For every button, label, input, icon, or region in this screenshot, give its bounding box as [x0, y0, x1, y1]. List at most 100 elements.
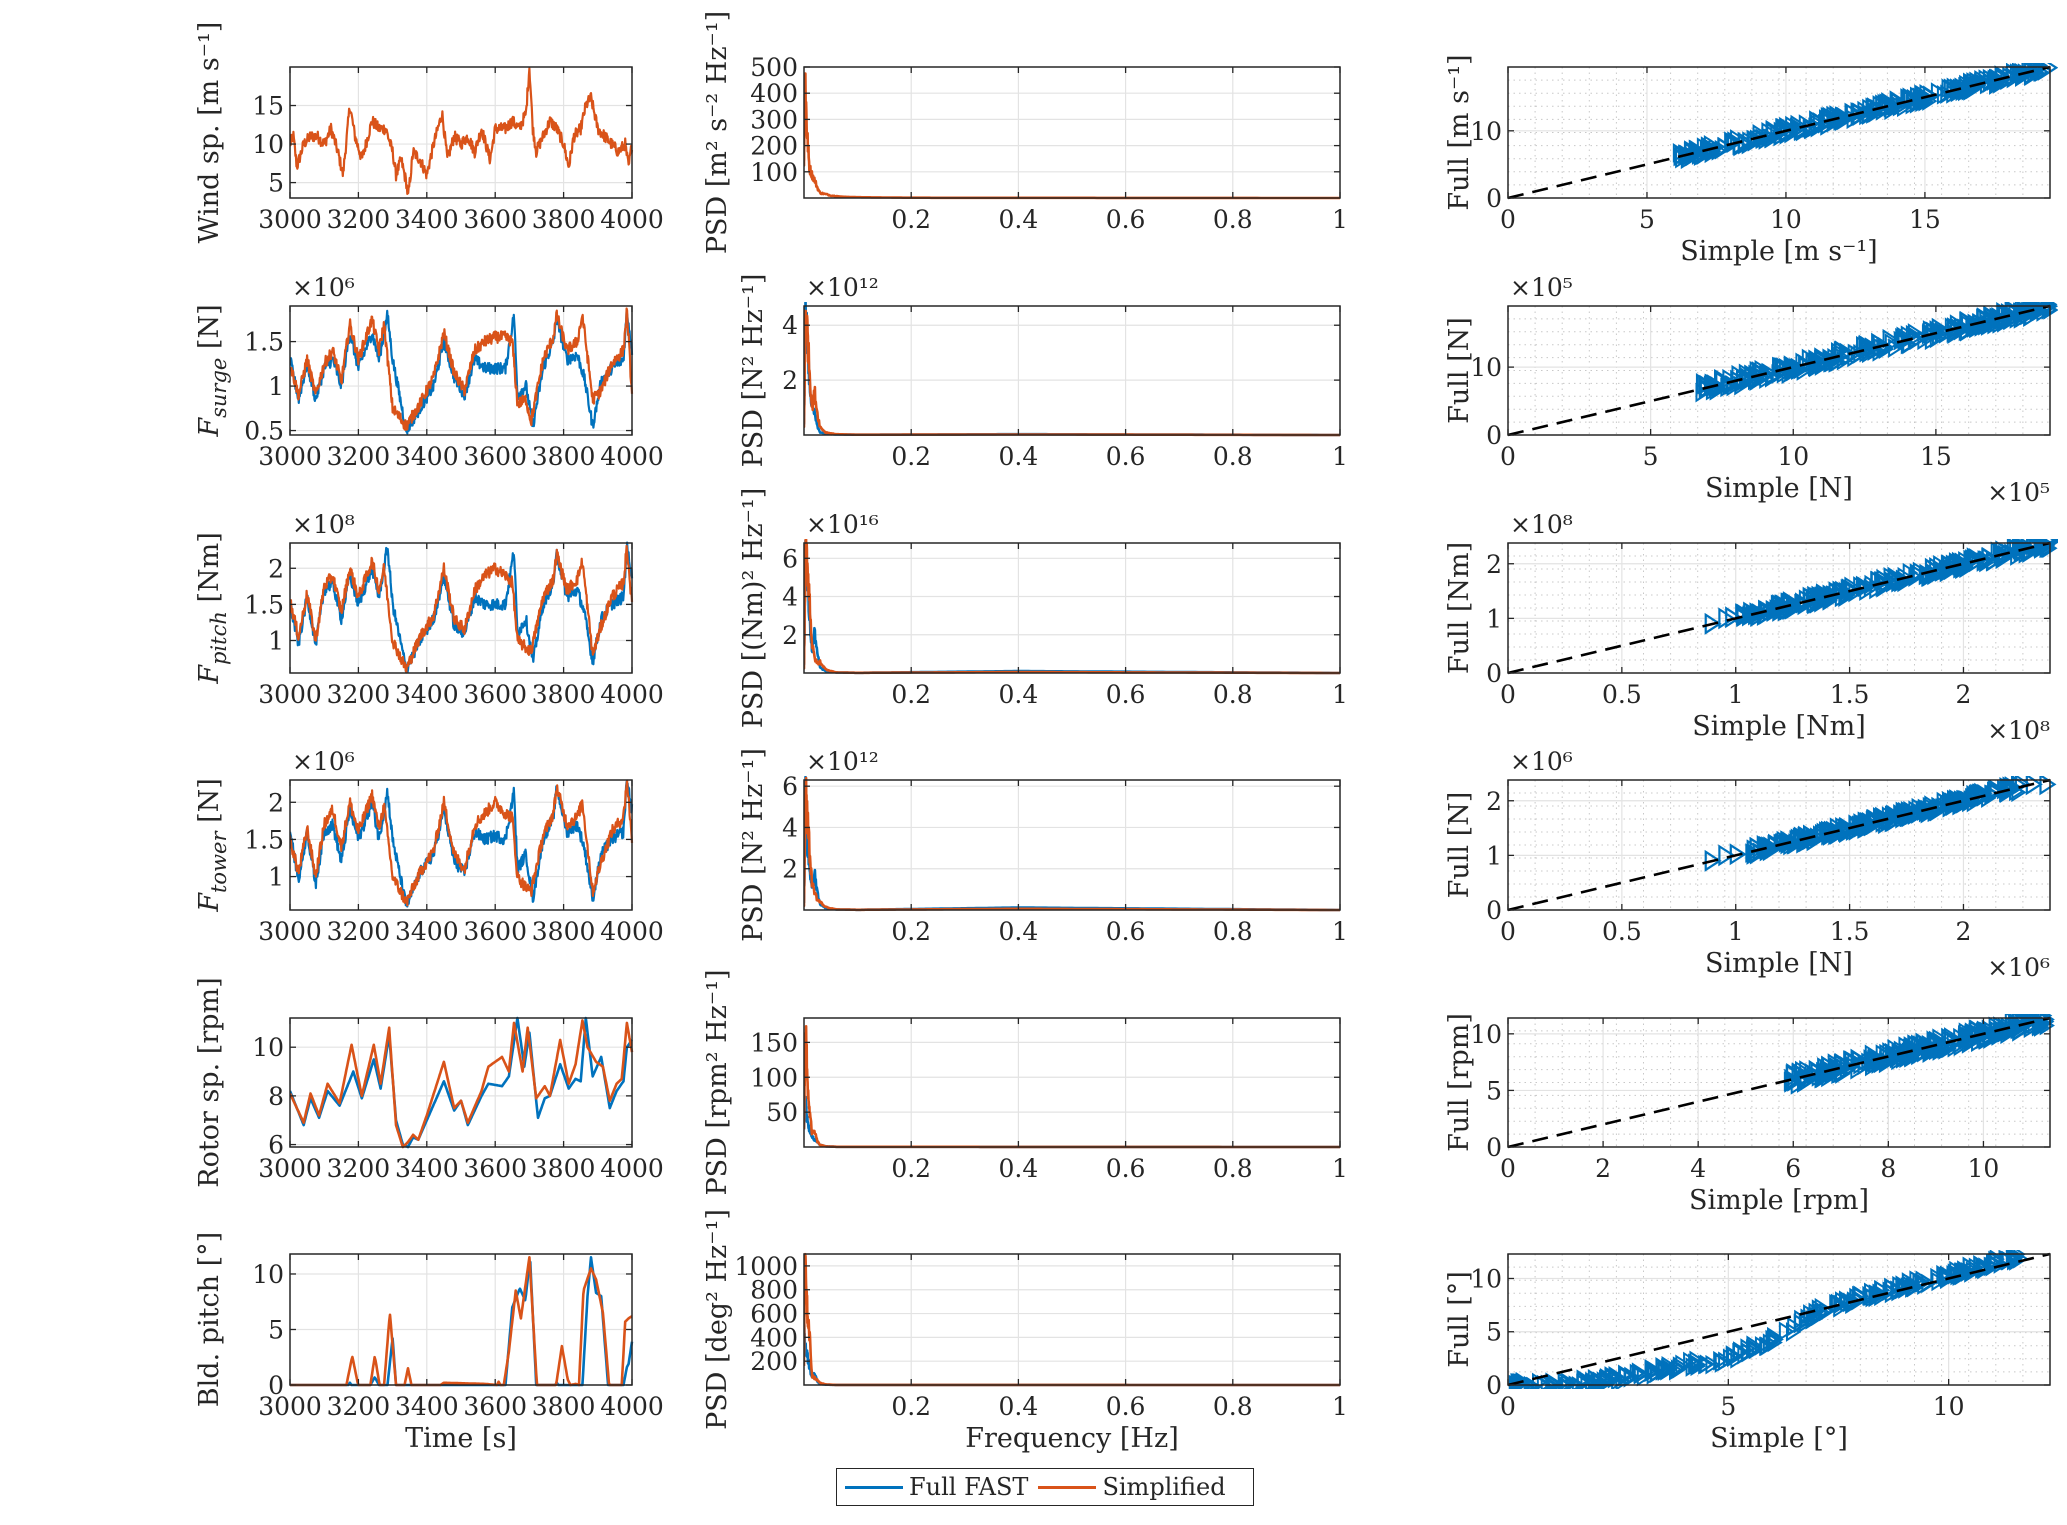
scatter-point: [1690, 1356, 1706, 1377]
y-tick-label: 2: [268, 554, 284, 583]
axes-box: [1507, 542, 2051, 674]
y-tick-label: 4: [782, 311, 798, 340]
scatter-point: [1965, 1261, 1982, 1281]
y-tick-label: 1.5: [244, 328, 284, 357]
x-tick-label: 0.8: [1213, 205, 1253, 234]
y-tick-label: 2: [268, 788, 284, 817]
y-tick-label: 1: [1486, 841, 1502, 870]
x-tick-label: 15: [1920, 442, 1952, 471]
scatter-point: [2035, 1014, 2051, 1029]
x-tick-label: 4000: [600, 1392, 664, 1421]
chart-ftower-psd: 0.2 0.4 0.6 0.8 1 2 4 6 ×10¹² PSD [N² Hz⁻¹]: [738, 747, 1348, 946]
plot-marks: [290, 67, 634, 195]
axes-box: [803, 542, 1341, 674]
x-tick-label: 3400: [395, 1154, 459, 1183]
x-tick-label: 8: [1880, 1154, 1896, 1183]
x-tick-label: 3200: [327, 205, 391, 234]
scatter-point: [1524, 1376, 1540, 1389]
scatter-point: [1725, 606, 1743, 629]
x-tick-label: 1: [1728, 917, 1744, 946]
scatter-point: [1916, 800, 1932, 821]
plot-area: [804, 543, 1340, 673]
x-tick-label: 1.5: [1830, 680, 1870, 709]
y-axis-label: Rotor sp. [rpm]: [194, 977, 225, 1187]
x-tick-label: 4000: [600, 1154, 664, 1183]
series-line-simplified: [290, 307, 634, 431]
axes-box: [803, 779, 1341, 911]
scatter-point: [1604, 1367, 1620, 1388]
identity-line: [1508, 778, 2051, 912]
plot-marks: [290, 1016, 634, 1149]
x-tick-label: 1: [1332, 205, 1348, 234]
x-tick-label: 5: [1639, 205, 1655, 234]
scatter-point: [1983, 309, 2000, 329]
scatter-point: [1741, 1342, 1757, 1362]
x-tick-label: 2: [1595, 1154, 1611, 1183]
scatter-point: [1882, 1042, 1898, 1062]
y-tick-label: 0: [268, 1371, 284, 1400]
scatter-point: [1833, 111, 1849, 131]
x-tick-label: 0.2: [891, 917, 931, 946]
scatter-point: [1957, 789, 1973, 810]
scatter-point: [1709, 380, 1725, 401]
chart-fpitch-scatter: 0 0.5 1 1.5 2 0 1 2 ×10⁸ ×10⁸ Full [Nm] Simple [Nm]: [1444, 510, 2058, 745]
plot-area: [290, 1018, 632, 1147]
scatter-point: [1954, 552, 1970, 573]
scatter-point: [1937, 796, 1953, 817]
x-tick-label: 3800: [532, 1154, 596, 1183]
y-axis-label: Full [°]: [1444, 1271, 1475, 1368]
y-tick-label: 150: [750, 1028, 798, 1057]
y-tick-label: 4: [782, 813, 798, 842]
scatter-point: [1795, 593, 1812, 614]
scatter-point: [1830, 1293, 1847, 1314]
x-tick-label: 0.4: [999, 917, 1039, 946]
identity-line: [1508, 65, 2051, 200]
axes-box: [803, 305, 1341, 436]
scatter-point: [1644, 1362, 1660, 1382]
x-tick-label: 0.4: [999, 1392, 1039, 1421]
x-tick-label: 0.6: [1106, 917, 1146, 946]
x-tick-label: 3000: [258, 205, 322, 234]
legend-swatch-simplified: [1038, 1485, 1097, 1489]
scatter-point: [1599, 1368, 1616, 1388]
y-tick-label: 6: [782, 772, 798, 801]
scatter-point: [1785, 1322, 1802, 1342]
y-tick-label: 300: [750, 105, 798, 134]
y-tick-label: 400: [750, 1323, 798, 1352]
plot-marks: [1508, 302, 2058, 437]
y-axis-label: PSD [deg² Hz⁻¹]: [702, 1209, 733, 1430]
scatter-point: [1733, 1341, 1749, 1361]
x-tick-label: 0.8: [1213, 680, 1253, 709]
x-tick-label: 4000: [600, 442, 664, 471]
scatter-point: [1858, 335, 1874, 356]
scatter-point: [1705, 1354, 1721, 1375]
series-line-simplified: [290, 1256, 633, 1387]
scatter-point: [1698, 1354, 1714, 1375]
scatter-point: [1948, 554, 1964, 575]
identity-line: [1508, 1016, 2051, 1149]
scatter-point: [1961, 80, 1977, 101]
chart-rotor-time: 3000 3200 3400 3600 3800 4000 6 8 10 Rotor sp. [r…: [194, 977, 664, 1187]
scatter-point: [1657, 1361, 1674, 1381]
scatter-point: [1906, 88, 1923, 109]
scatter-point: [1794, 1309, 1810, 1330]
scatter-point: [1745, 843, 1761, 863]
scatter-point: [1629, 1363, 1645, 1384]
x-tick-label: 6: [1785, 1154, 1801, 1183]
x-multiplier: ×10⁶: [1987, 953, 2050, 982]
scatter-point: [1707, 374, 1725, 397]
axes-box: [289, 1253, 633, 1386]
x-tick-label: 0.2: [891, 442, 931, 471]
x-axis-label: Simple [rpm]: [1689, 1185, 1869, 1216]
x-tick-label: 0: [1500, 680, 1516, 709]
chart-fsurge-psd: 0.2 0.4 0.6 0.8 1 2 4 ×10¹² PSD [N² Hz⁻¹]: [738, 273, 1348, 471]
y-multiplier: ×10⁶: [292, 747, 355, 776]
y-axis-label: Full [m s⁻¹]: [1444, 54, 1475, 210]
y-tick-label: 0: [1486, 421, 1502, 450]
x-tick-label: 1: [1728, 680, 1744, 709]
x-tick-label: 3600: [463, 1154, 527, 1183]
x-tick-label: 10: [1777, 442, 1809, 471]
